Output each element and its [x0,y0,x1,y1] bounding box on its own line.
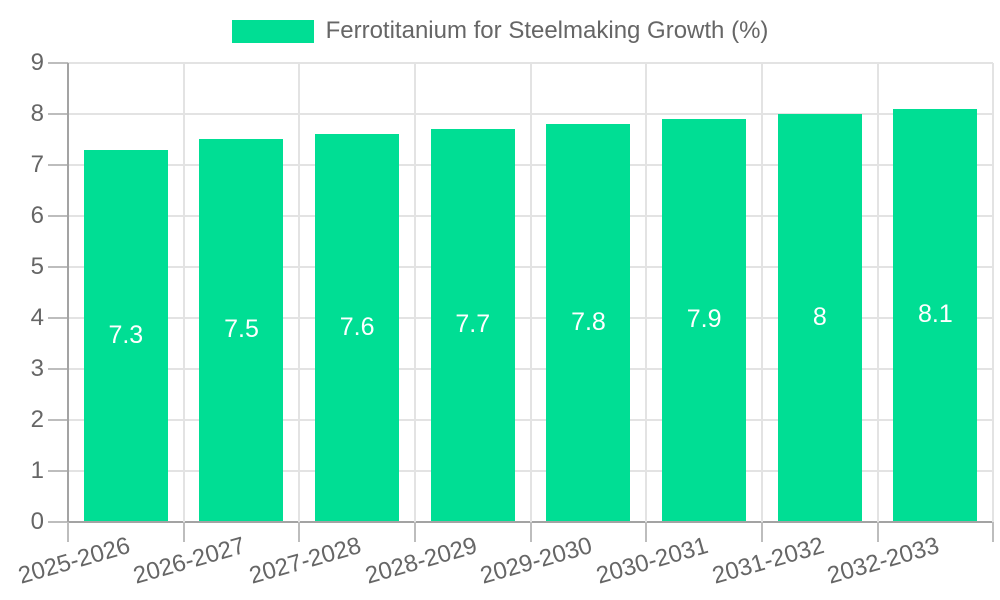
x-axis-tick [413,521,416,542]
y-tick-label: 7 [30,150,44,178]
y-axis-tick [48,112,68,115]
bar-value-label: 7.8 [571,307,606,336]
x-axis-tick [876,521,879,542]
x-gridline [413,63,416,522]
bar[interactable] [199,139,284,522]
x-gridline [760,63,763,522]
y-axis-tick [48,520,68,523]
x-axis-tick [760,521,763,542]
x-axis-tick [529,521,532,542]
bar-value-label: 7.3 [108,320,144,349]
legend-label: Ferrotitanium for Steelmaking Growth (%) [325,17,769,44]
bar[interactable] [315,134,400,522]
legend-swatch-icon [231,19,314,43]
bar-value-label: 8.1 [918,300,953,329]
y-axis-tick [48,62,68,64]
x-gridline [876,63,879,522]
bar[interactable] [430,129,515,522]
y-axis-tick [48,367,68,370]
bar-value-label: 8 [812,302,827,331]
y-axis-tick [48,214,68,217]
y-tick-label: 8 [30,99,44,127]
bar-value-label: 7.7 [455,310,491,339]
x-gridline [67,63,69,522]
x-axis-tick [67,521,69,542]
bar[interactable] [893,108,978,522]
y-tick-label: 3 [30,354,44,382]
y-axis-tick [48,469,68,472]
y-tick-label: 6 [30,201,44,229]
x-axis-tick [992,521,995,542]
x-gridline [298,63,301,522]
bar[interactable] [662,119,747,522]
y-tick-label: 1 [30,456,44,484]
x-gridline [992,63,995,522]
bar-value-label: 7.9 [686,305,722,334]
y-axis-tick [48,163,68,166]
y-tick-label: 9 [30,49,44,76]
y-axis-tick [48,316,68,319]
bar-value-label: 7.6 [339,312,375,341]
bar[interactable] [777,113,862,522]
y-axis-tick [48,265,68,268]
y-tick-label: 0 [30,507,44,535]
x-gridline [645,63,648,522]
x-axis-tick [182,521,185,542]
bar[interactable] [546,124,631,522]
bar-value-label: 7.5 [224,315,259,344]
bar[interactable] [83,149,168,522]
y-tick-label: 2 [30,405,44,433]
y-tick-label: 5 [30,252,44,280]
legend[interactable]: Ferrotitanium for Steelmaking Growth (%) [0,14,1000,48]
x-gridline [182,63,185,522]
x-axis-tick [298,521,301,542]
y-axis-tick [48,418,68,421]
x-axis-tick [645,521,648,542]
y-tick-label: 4 [30,303,44,331]
x-gridline [529,63,532,522]
